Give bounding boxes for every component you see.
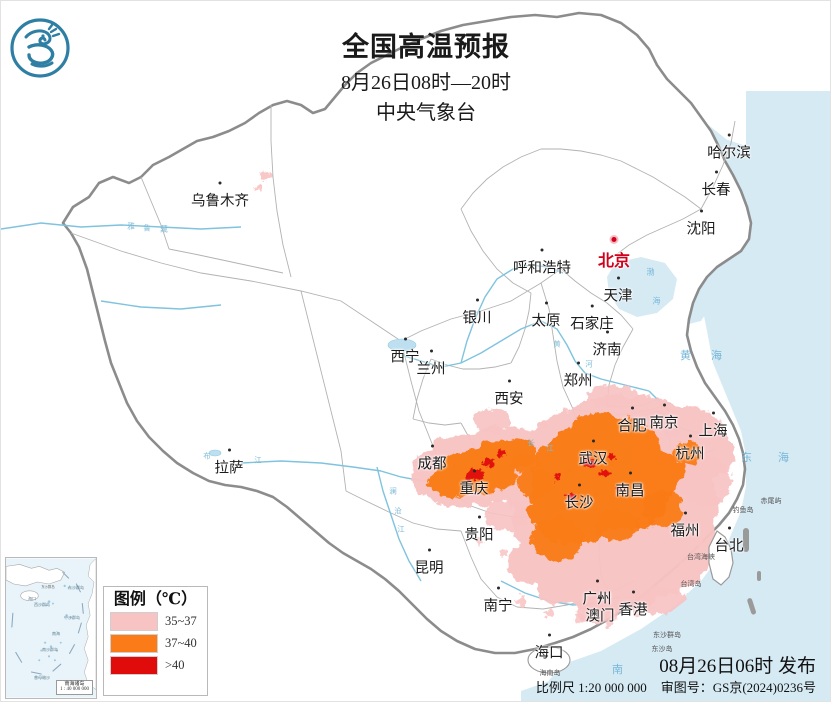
legend-row: 35~37 — [110, 612, 201, 632]
legend-title: 图例（℃） — [113, 591, 198, 608]
inset-label-东沙群岛: 东沙群岛 — [68, 585, 84, 590]
svg-text:东沙群岛: 东沙群岛 — [41, 584, 55, 589]
legend-label: 35~37 — [165, 614, 197, 629]
inset-label-南海: 南海 — [52, 631, 60, 636]
inset-title: 南海诸岛 — [64, 681, 85, 687]
heat-field — [256, 170, 735, 627]
inset-label-曾母暗沙: 曾母暗沙 — [34, 675, 50, 680]
inset-label-海口: 海口 — [28, 596, 36, 601]
legend-label: 37~40 — [165, 636, 197, 651]
legend-swatch — [110, 634, 158, 654]
map-scale: 比例尺 1:20 000 000 — [535, 680, 647, 695]
inset-scale-box: 南海诸岛 1 : 40 000 000 — [56, 679, 93, 695]
footer-meta: 比例尺 1:20 000 000 审图号：GS京(2024)0236号 — [536, 677, 816, 696]
inset-label-西沙群岛: 西沙群岛 — [34, 602, 50, 607]
inset-label-南沙群岛: 南沙群岛 — [42, 647, 58, 652]
dragon-emblem-logo — [9, 17, 71, 79]
inset-label-中沙群岛: 中沙群岛 — [64, 615, 80, 620]
review-number: 审图号：GS京(2024)0236号 — [660, 680, 816, 695]
legend-row: >40 — [110, 656, 201, 676]
legend-label: >40 — [165, 658, 185, 673]
south-china-sea-inset-map: 东沙群岛 东沙群岛西沙群岛中沙群岛南沙群岛曾母暗沙 海口南海 南海诸岛 1 : 4… — [5, 557, 97, 699]
legend-box: 图例（℃） 35~37 37~40 >40 — [103, 586, 208, 696]
legend-swatch — [110, 656, 158, 676]
legend-swatch — [110, 612, 158, 632]
inset-scale: 1 : 40 000 000 — [60, 687, 89, 693]
legend-row: 37~40 — [110, 634, 201, 654]
issue-time: 08月26日06时 发布 — [659, 656, 816, 677]
legend-rows: 35~37 37~40 >40 — [110, 612, 201, 676]
